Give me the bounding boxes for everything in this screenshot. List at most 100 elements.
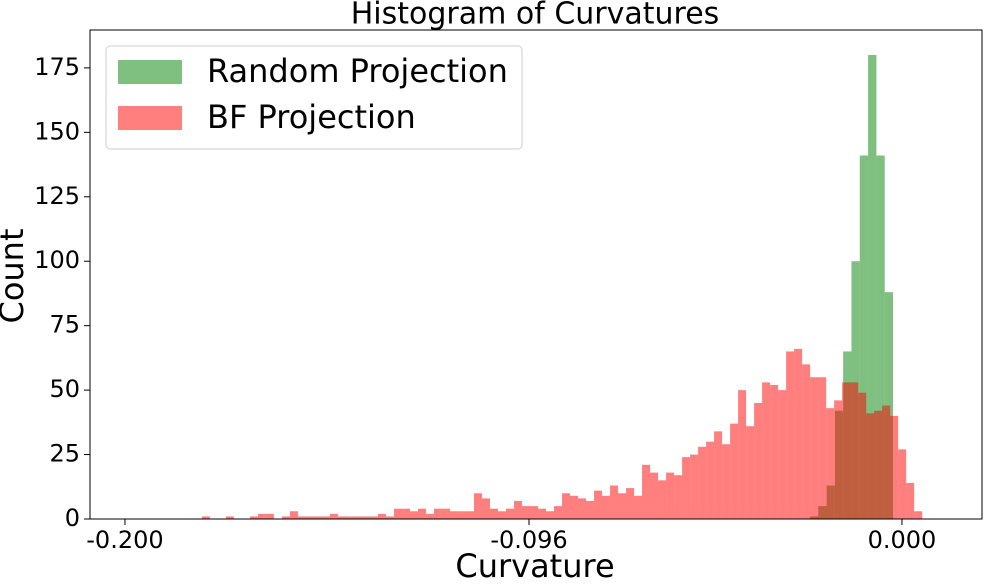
x-tick-label: -0.200 xyxy=(86,526,163,554)
histogram-bar xyxy=(473,493,482,519)
histogram-bar xyxy=(578,498,587,519)
histogram-bar xyxy=(417,508,426,519)
legend-swatch xyxy=(118,60,182,84)
histogram-bar xyxy=(746,426,755,519)
histogram-bar xyxy=(914,511,923,519)
histogram-bar xyxy=(690,454,699,519)
histogram-bar xyxy=(361,516,370,519)
histogram-bar xyxy=(794,348,803,519)
histogram-bar xyxy=(481,498,491,519)
histogram-bar xyxy=(626,488,635,519)
histogram-bar xyxy=(305,516,314,519)
histogram-bar xyxy=(866,413,875,519)
histogram-bar xyxy=(570,495,579,519)
histogram-bar xyxy=(850,382,859,519)
histogram-bar xyxy=(858,392,867,519)
histogram-bar xyxy=(538,508,547,519)
histogram-bar xyxy=(546,511,555,519)
histogram-bar xyxy=(874,410,883,519)
histogram-bar xyxy=(762,382,771,519)
histogram-bar xyxy=(498,511,507,519)
histogram-bar xyxy=(738,390,747,519)
histogram-bar xyxy=(313,516,322,519)
histogram-bar xyxy=(826,408,835,519)
legend-box xyxy=(105,45,523,150)
legend-swatch xyxy=(118,106,182,130)
histogram-bar xyxy=(666,472,675,519)
histogram-bar xyxy=(634,495,643,519)
y-tick-label: 100 xyxy=(34,246,80,274)
histogram-bar xyxy=(281,516,290,519)
histogram-bar xyxy=(289,511,298,519)
y-tick-label: 175 xyxy=(34,53,80,81)
histogram-bar xyxy=(297,516,306,519)
histogram-bar xyxy=(393,508,402,519)
y-tick-label: 75 xyxy=(49,311,80,339)
histogram-bar xyxy=(490,508,499,519)
histogram-bar xyxy=(698,446,707,519)
y-axis-label: Count xyxy=(0,228,31,323)
y-tick-label: 50 xyxy=(49,375,80,403)
histogram-bar xyxy=(457,511,466,519)
y-tick-label: 25 xyxy=(49,440,80,468)
histogram-bar xyxy=(906,482,915,519)
histogram-bar xyxy=(642,464,651,519)
x-tick-label: 0.000 xyxy=(868,526,937,554)
histogram-bar xyxy=(353,516,362,519)
histogram-bar xyxy=(554,506,563,519)
histogram-bar xyxy=(321,516,330,519)
histogram-bar xyxy=(890,415,899,519)
histogram-bar xyxy=(369,516,378,519)
histogram-bar xyxy=(859,155,869,520)
histogram-bar xyxy=(674,475,683,519)
histogram-bar xyxy=(730,423,739,519)
histogram-bar xyxy=(377,513,386,519)
histogram-bar xyxy=(465,511,474,519)
histogram-bar xyxy=(610,485,619,519)
histogram-bar xyxy=(401,508,410,519)
histogram-bar xyxy=(842,382,851,519)
y-tick-label: 125 xyxy=(34,182,80,210)
y-tick-label: 150 xyxy=(34,117,80,145)
histogram-bar xyxy=(586,500,595,519)
histogram-bar xyxy=(778,390,787,519)
y-tick-label: 0 xyxy=(65,504,80,532)
histogram-bar xyxy=(868,55,877,520)
histogram-bar xyxy=(562,493,571,519)
histogram-bar xyxy=(722,444,731,519)
histogram-bar xyxy=(257,513,266,519)
histogram-bar xyxy=(834,400,843,519)
histogram-bar xyxy=(249,516,258,519)
histogram-bar xyxy=(530,506,539,519)
histogram-bar xyxy=(882,405,891,519)
histogram-bar xyxy=(433,508,442,519)
histogram-bar xyxy=(345,516,354,519)
histogram-bar xyxy=(265,513,274,519)
histogram-bar xyxy=(682,457,691,519)
histogram-bar xyxy=(425,513,434,519)
histogram-bar xyxy=(898,449,907,519)
histogram-bar xyxy=(449,511,458,519)
histogram-bar xyxy=(522,506,531,519)
histogram-bar xyxy=(201,516,210,519)
histogram-bar xyxy=(650,472,659,519)
legend-label: Random Projection xyxy=(207,52,508,90)
histogram-bar xyxy=(514,500,523,519)
histogram-bar xyxy=(618,493,627,519)
legend-label: BF Projection xyxy=(207,98,416,136)
histogram-bar xyxy=(786,351,795,519)
histogram-bar xyxy=(658,480,667,519)
histogram-bar xyxy=(329,513,338,519)
histogram-bar xyxy=(714,431,723,519)
histogram-bar xyxy=(337,516,346,519)
histogram-bar xyxy=(602,495,611,519)
histogram-bar xyxy=(810,377,819,519)
histogram-bar xyxy=(754,403,763,519)
histogram-bar xyxy=(409,511,418,519)
histogram-bar xyxy=(770,384,779,519)
histogram-bar xyxy=(818,377,827,519)
histogram-bar xyxy=(594,490,603,519)
histogram-bar xyxy=(225,516,234,519)
histogram-bar xyxy=(506,508,515,519)
